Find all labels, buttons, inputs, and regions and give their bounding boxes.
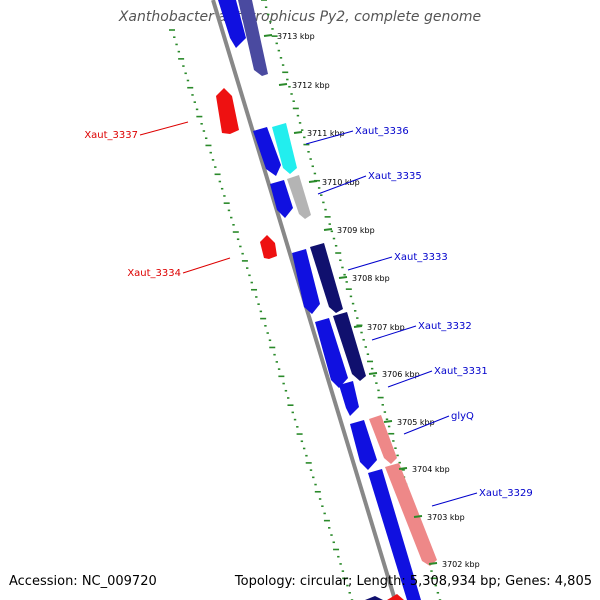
- ruler-tick: [263, 34, 273, 37]
- reverse-cds-track: [216, 88, 277, 259]
- cds-arrow[interactable]: [218, 0, 246, 48]
- ruler-tick: [293, 131, 303, 134]
- cds-arrow[interactable]: [350, 420, 377, 470]
- forward-cds-track: [218, 0, 421, 600]
- cds-arrow[interactable]: [315, 318, 348, 388]
- cds-arrow[interactable]: [292, 249, 320, 314]
- cds-arrow[interactable]: [339, 381, 359, 416]
- ruler-tick-label: 3712 kbp: [292, 81, 330, 90]
- ruler-tick: [338, 276, 348, 279]
- gene-label-reverse[interactable]: Xaut_3337: [84, 130, 138, 141]
- cds-arrow[interactable]: [368, 469, 421, 600]
- gene-leader-line: [305, 130, 354, 145]
- ruler-tick: [323, 228, 333, 231]
- gene-leader-line: [347, 256, 393, 271]
- ruler-tick: [398, 467, 408, 470]
- gene-label-forward[interactable]: Xaut_3329: [479, 488, 533, 499]
- gene-leader-line: [182, 257, 231, 274]
- ruler-tick: [353, 325, 363, 328]
- gene-leader-line: [403, 415, 450, 435]
- gene-label-forward[interactable]: Xaut_3332: [418, 321, 472, 332]
- gene-leader-line: [317, 175, 367, 195]
- feature-bar[interactable]: [287, 175, 311, 219]
- ruler-tick: [368, 372, 378, 375]
- gene-label-forward[interactable]: glyQ: [451, 411, 474, 422]
- kbp-ruler: 3713 kbp 3712 kbp 3711 kbp 3710 kbp 3709 kbp…: [263, 32, 480, 569]
- ruler-tick-label: 3705 kbp: [397, 418, 435, 427]
- ruler-tick-label: 3713 kbp: [277, 32, 315, 41]
- feature-bar[interactable]: [238, 0, 268, 76]
- feature-bar[interactable]: [387, 594, 404, 600]
- cds-arrow[interactable]: [253, 127, 281, 176]
- feature-bar[interactable]: [369, 415, 397, 464]
- ruler-tick-label: 3708 kbp: [352, 274, 390, 283]
- gene-label-forward[interactable]: Xaut_3333: [394, 252, 448, 263]
- cds-arrow[interactable]: [216, 88, 239, 134]
- ruler-tick: [308, 180, 318, 183]
- ruler-tick-label: 3711 kbp: [307, 129, 345, 138]
- genome-summary-text: Topology: circular; Length: 5,308,934 bp…: [234, 574, 592, 589]
- ruler-tick: [413, 515, 423, 518]
- feature-bar[interactable]: [310, 243, 343, 313]
- cds-arrow[interactable]: [260, 235, 277, 259]
- ruler-tick-label: 3710 kbp: [322, 178, 360, 187]
- gene-label-forward[interactable]: Xaut_3335: [368, 171, 422, 182]
- map-title: Xanthobacter autotrophicus Py2, complete…: [118, 9, 482, 25]
- ruler-tick: [383, 420, 393, 423]
- ruler-tick: [278, 83, 288, 86]
- ruler-tick-label: 3703 kbp: [427, 513, 465, 522]
- ruler-tick-label: 3704 kbp: [412, 465, 450, 474]
- gene-leader-line: [431, 492, 478, 507]
- gene-label-reverse[interactable]: Xaut_3334: [127, 268, 181, 279]
- gene-leader-line: [139, 121, 189, 136]
- cds-arrow[interactable]: [270, 180, 293, 218]
- ruler-tick-label: 3709 kbp: [337, 226, 375, 235]
- ruler-tick: [428, 562, 438, 565]
- forward-feature-track: [238, 0, 437, 600]
- accession-text: Accession: NC_009720: [9, 574, 157, 589]
- ruler-tick-label: 3707 kbp: [367, 323, 405, 332]
- feature-bar[interactable]: [272, 123, 297, 174]
- ruler-tick-label: 3702 kbp: [442, 560, 480, 569]
- feature-bar[interactable]: [333, 312, 366, 381]
- gene-label-forward[interactable]: Xaut_3336: [355, 126, 409, 137]
- cds-arrow[interactable]: [365, 596, 383, 600]
- gene-leader-line: [371, 325, 417, 341]
- feature-bar[interactable]: [385, 463, 437, 566]
- gene-leader-line: [387, 370, 433, 388]
- ruler-tick-label: 3706 kbp: [382, 370, 420, 379]
- gene-label-forward[interactable]: Xaut_3331: [434, 366, 488, 377]
- gene-label-layer: Xaut_3336 Xaut_3335 Xaut_3333 Xaut_3332 Xaut…: [84, 121, 533, 507]
